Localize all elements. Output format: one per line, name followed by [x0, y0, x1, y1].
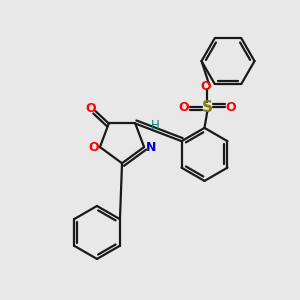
Text: O: O — [88, 141, 99, 154]
Text: O: O — [226, 101, 236, 114]
Text: O: O — [201, 80, 211, 93]
Text: H: H — [151, 119, 160, 132]
Text: O: O — [178, 101, 189, 114]
Text: S: S — [202, 100, 213, 115]
Text: O: O — [86, 102, 96, 115]
Text: N: N — [146, 141, 156, 154]
